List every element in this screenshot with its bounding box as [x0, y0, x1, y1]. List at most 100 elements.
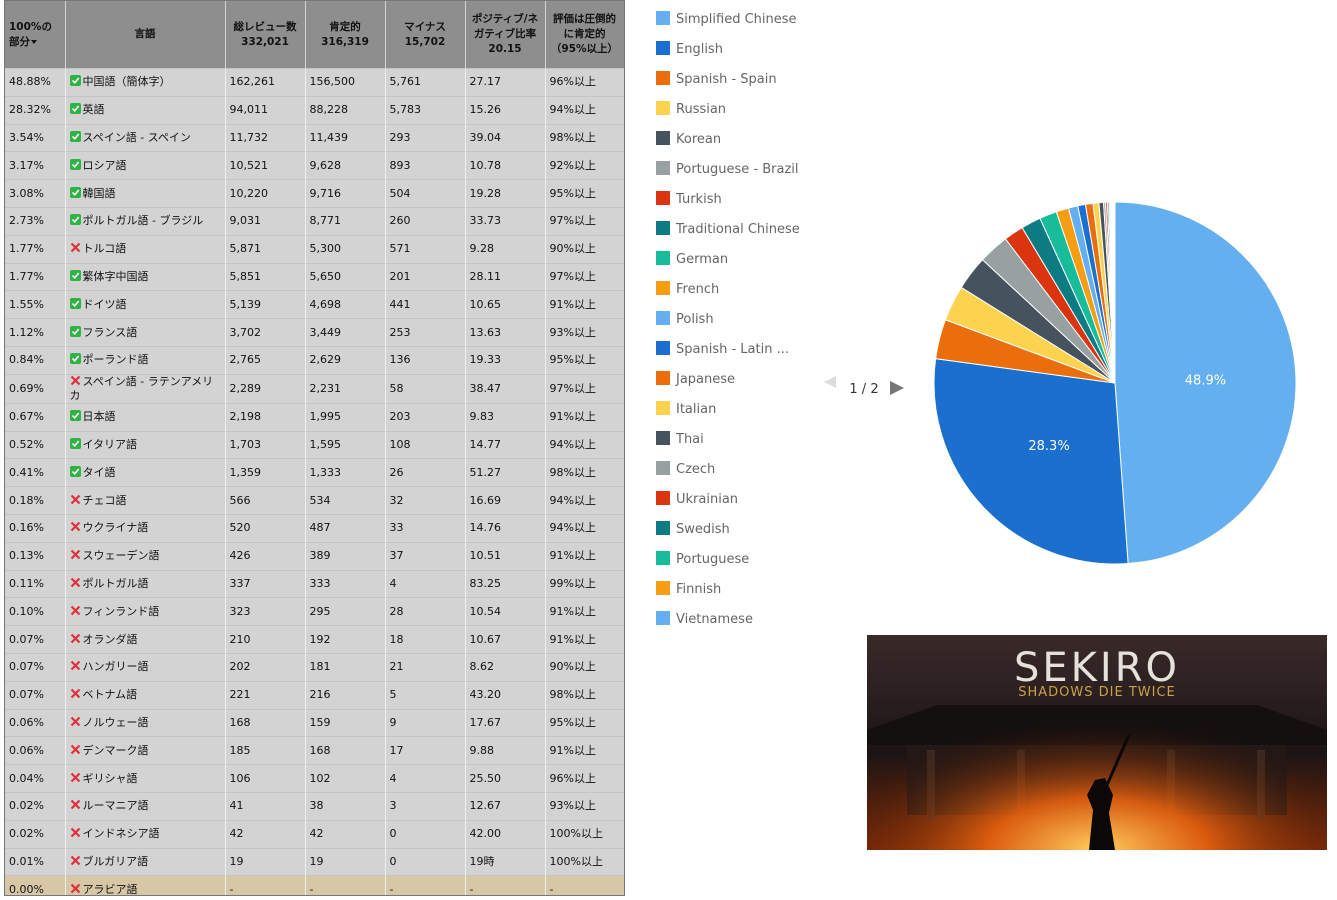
- table-cell: 1,595: [305, 430, 386, 459]
- cross: [70, 522, 80, 532]
- table-cell: 93%以上: [545, 318, 624, 347]
- cell-text: 10.78: [469, 158, 502, 172]
- table-row: 0.84% ポーランド語 2,765 2,629 136 19.33 95%以上: [5, 345, 624, 375]
- table-cell: 9,716: [305, 179, 386, 208]
- cross: [70, 633, 80, 643]
- cell-text: 2,765: [229, 353, 262, 367]
- cross-icon: [70, 549, 80, 560]
- cell-text: 英語: [82, 103, 105, 117]
- table-cell: 39.04: [465, 123, 546, 152]
- table-cell: 102: [305, 764, 386, 793]
- table-row: 0.18% チェコ語 566 534 32 16.69 94%以上: [5, 486, 624, 515]
- table-cell: ドイツ語: [65, 290, 226, 319]
- cell-text: 19: [309, 854, 324, 868]
- table-cell: 91%以上: [545, 597, 624, 626]
- cell-text: 83.25: [469, 576, 502, 590]
- cell-text: 9,716: [309, 186, 342, 200]
- cell-text: アラビア語: [82, 882, 138, 896]
- table-cell: 98%以上: [545, 123, 624, 152]
- column-header: 評価は圧倒的に肯定的（95%以上）: [545, 1, 624, 69]
- cell-text: 10,220: [229, 186, 269, 200]
- check-box: [69, 353, 81, 365]
- cell-text: 106: [229, 771, 251, 785]
- cell-text: 192: [309, 632, 331, 646]
- table-cell: 91%以上: [545, 736, 624, 765]
- table-cell: ウクライナ語: [65, 513, 226, 543]
- table-row: 0.04% ギリシャ語 106 102 4 25.50 96%以上: [5, 764, 624, 793]
- pager-prev[interactable]: [824, 376, 836, 388]
- table-cell: 9.88: [465, 736, 546, 765]
- table-cell: 32: [385, 486, 466, 515]
- check-box: [69, 103, 81, 115]
- column-header: 肯定的 316,319: [305, 1, 386, 69]
- table-cell: アラビア語: [65, 875, 226, 896]
- table-row: 0.11% ポルトガル語 337 333 4 83.25 99%以上: [5, 569, 624, 598]
- cell-text: スペイン語 - スペイン: [82, 130, 191, 144]
- cell-text: フィンランド語: [82, 604, 160, 618]
- legend-swatch: [656, 41, 670, 55]
- table-row: 0.07% ベトナム語 221 216 5 43.20 98%以上: [5, 680, 624, 710]
- cell-text: ドイツ語: [82, 297, 127, 311]
- cell-text: 28.32%: [9, 103, 51, 117]
- cell-text: 441: [389, 297, 411, 311]
- cell-text: ルーマニア語: [82, 799, 149, 813]
- cell-text: 25.50: [469, 771, 502, 785]
- table-cell: 95%以上: [545, 345, 624, 375]
- table-cell: 94%以上: [545, 430, 624, 459]
- cell-text: 3,702: [229, 325, 262, 339]
- table-row: 0.01% ブルガリア語 19 19 0 19時 100%以上: [5, 847, 624, 876]
- header-label: マイナス: [404, 20, 446, 33]
- table-cell: 192: [305, 625, 386, 654]
- header-label: ポジティブ/ネガティブ比率: [471, 13, 539, 40]
- table-cell: 9.28: [465, 234, 546, 264]
- legend-label: Traditional Chinese: [675, 222, 800, 237]
- table-row: 1.55% ドイツ語 5,139 4,698 441 10.65 91%以上: [5, 290, 624, 319]
- cell-text: 28.11: [469, 269, 502, 283]
- table-row: 0.02% インドネシア語 42 42 0 42.00 100%以上: [5, 819, 624, 849]
- table-row: 0.13% スウェーデン語 426 389 37 10.51 91%以上: [5, 541, 624, 571]
- cell-text: 28: [389, 604, 404, 618]
- cell-text: 1.77%: [9, 242, 44, 256]
- table-cell: 333: [305, 569, 386, 598]
- cell-text: 0.04%: [9, 771, 44, 785]
- header-total: 15,702: [404, 35, 446, 48]
- table-cell: 487: [305, 513, 386, 543]
- cell-text: 487: [309, 521, 331, 535]
- table-cell: 98%以上: [545, 680, 624, 710]
- pie-chart: 1 / 2 48.9% 28.3% Simplified Chinese Englis…: [656, 11, 1297, 627]
- table-cell: 5,871: [225, 234, 306, 264]
- cell-text: 8,771: [309, 214, 342, 228]
- cell-text: 51.27: [469, 465, 502, 479]
- cell-text: 203: [389, 410, 411, 424]
- table-cell: スペイン語 - スペイン: [65, 123, 226, 152]
- table-cell: 3,449: [305, 318, 386, 347]
- pager-next[interactable]: [890, 381, 904, 395]
- cell-text: 1,595: [309, 437, 342, 451]
- table-cell: 4: [385, 764, 466, 793]
- legend-swatch: [656, 551, 670, 565]
- cross: [70, 716, 80, 727]
- table-cell: 58: [385, 373, 466, 404]
- cell-text: 293: [389, 130, 411, 144]
- legend-label: English: [676, 42, 723, 57]
- cell-text: 88,228: [309, 103, 349, 117]
- table-cell: トルコ語: [65, 234, 226, 264]
- table-cell: 185: [225, 736, 306, 765]
- table-cell: 10.78: [465, 151, 546, 180]
- column-header: 100%の部分: [5, 1, 66, 69]
- table-cell: 0.41%: [5, 458, 66, 487]
- cell-text: 108: [389, 437, 411, 451]
- cell-text: 534: [309, 493, 331, 507]
- legend-label: German: [676, 252, 728, 267]
- table-cell: 9.83: [465, 402, 546, 432]
- cell-text: トルコ語: [82, 242, 127, 256]
- table-cell: 28.32%: [5, 95, 66, 125]
- cross-icon: [70, 605, 80, 616]
- cell-text: 10.51: [469, 549, 502, 563]
- table-cell: 19時: [465, 847, 546, 876]
- table-cell: 3.08%: [5, 179, 66, 208]
- table-cell: 0.07%: [5, 680, 66, 710]
- table-row: 0.00% アラビア語 - - - - -: [5, 875, 624, 896]
- check-box: [69, 186, 81, 198]
- cell-text: 566: [229, 493, 251, 507]
